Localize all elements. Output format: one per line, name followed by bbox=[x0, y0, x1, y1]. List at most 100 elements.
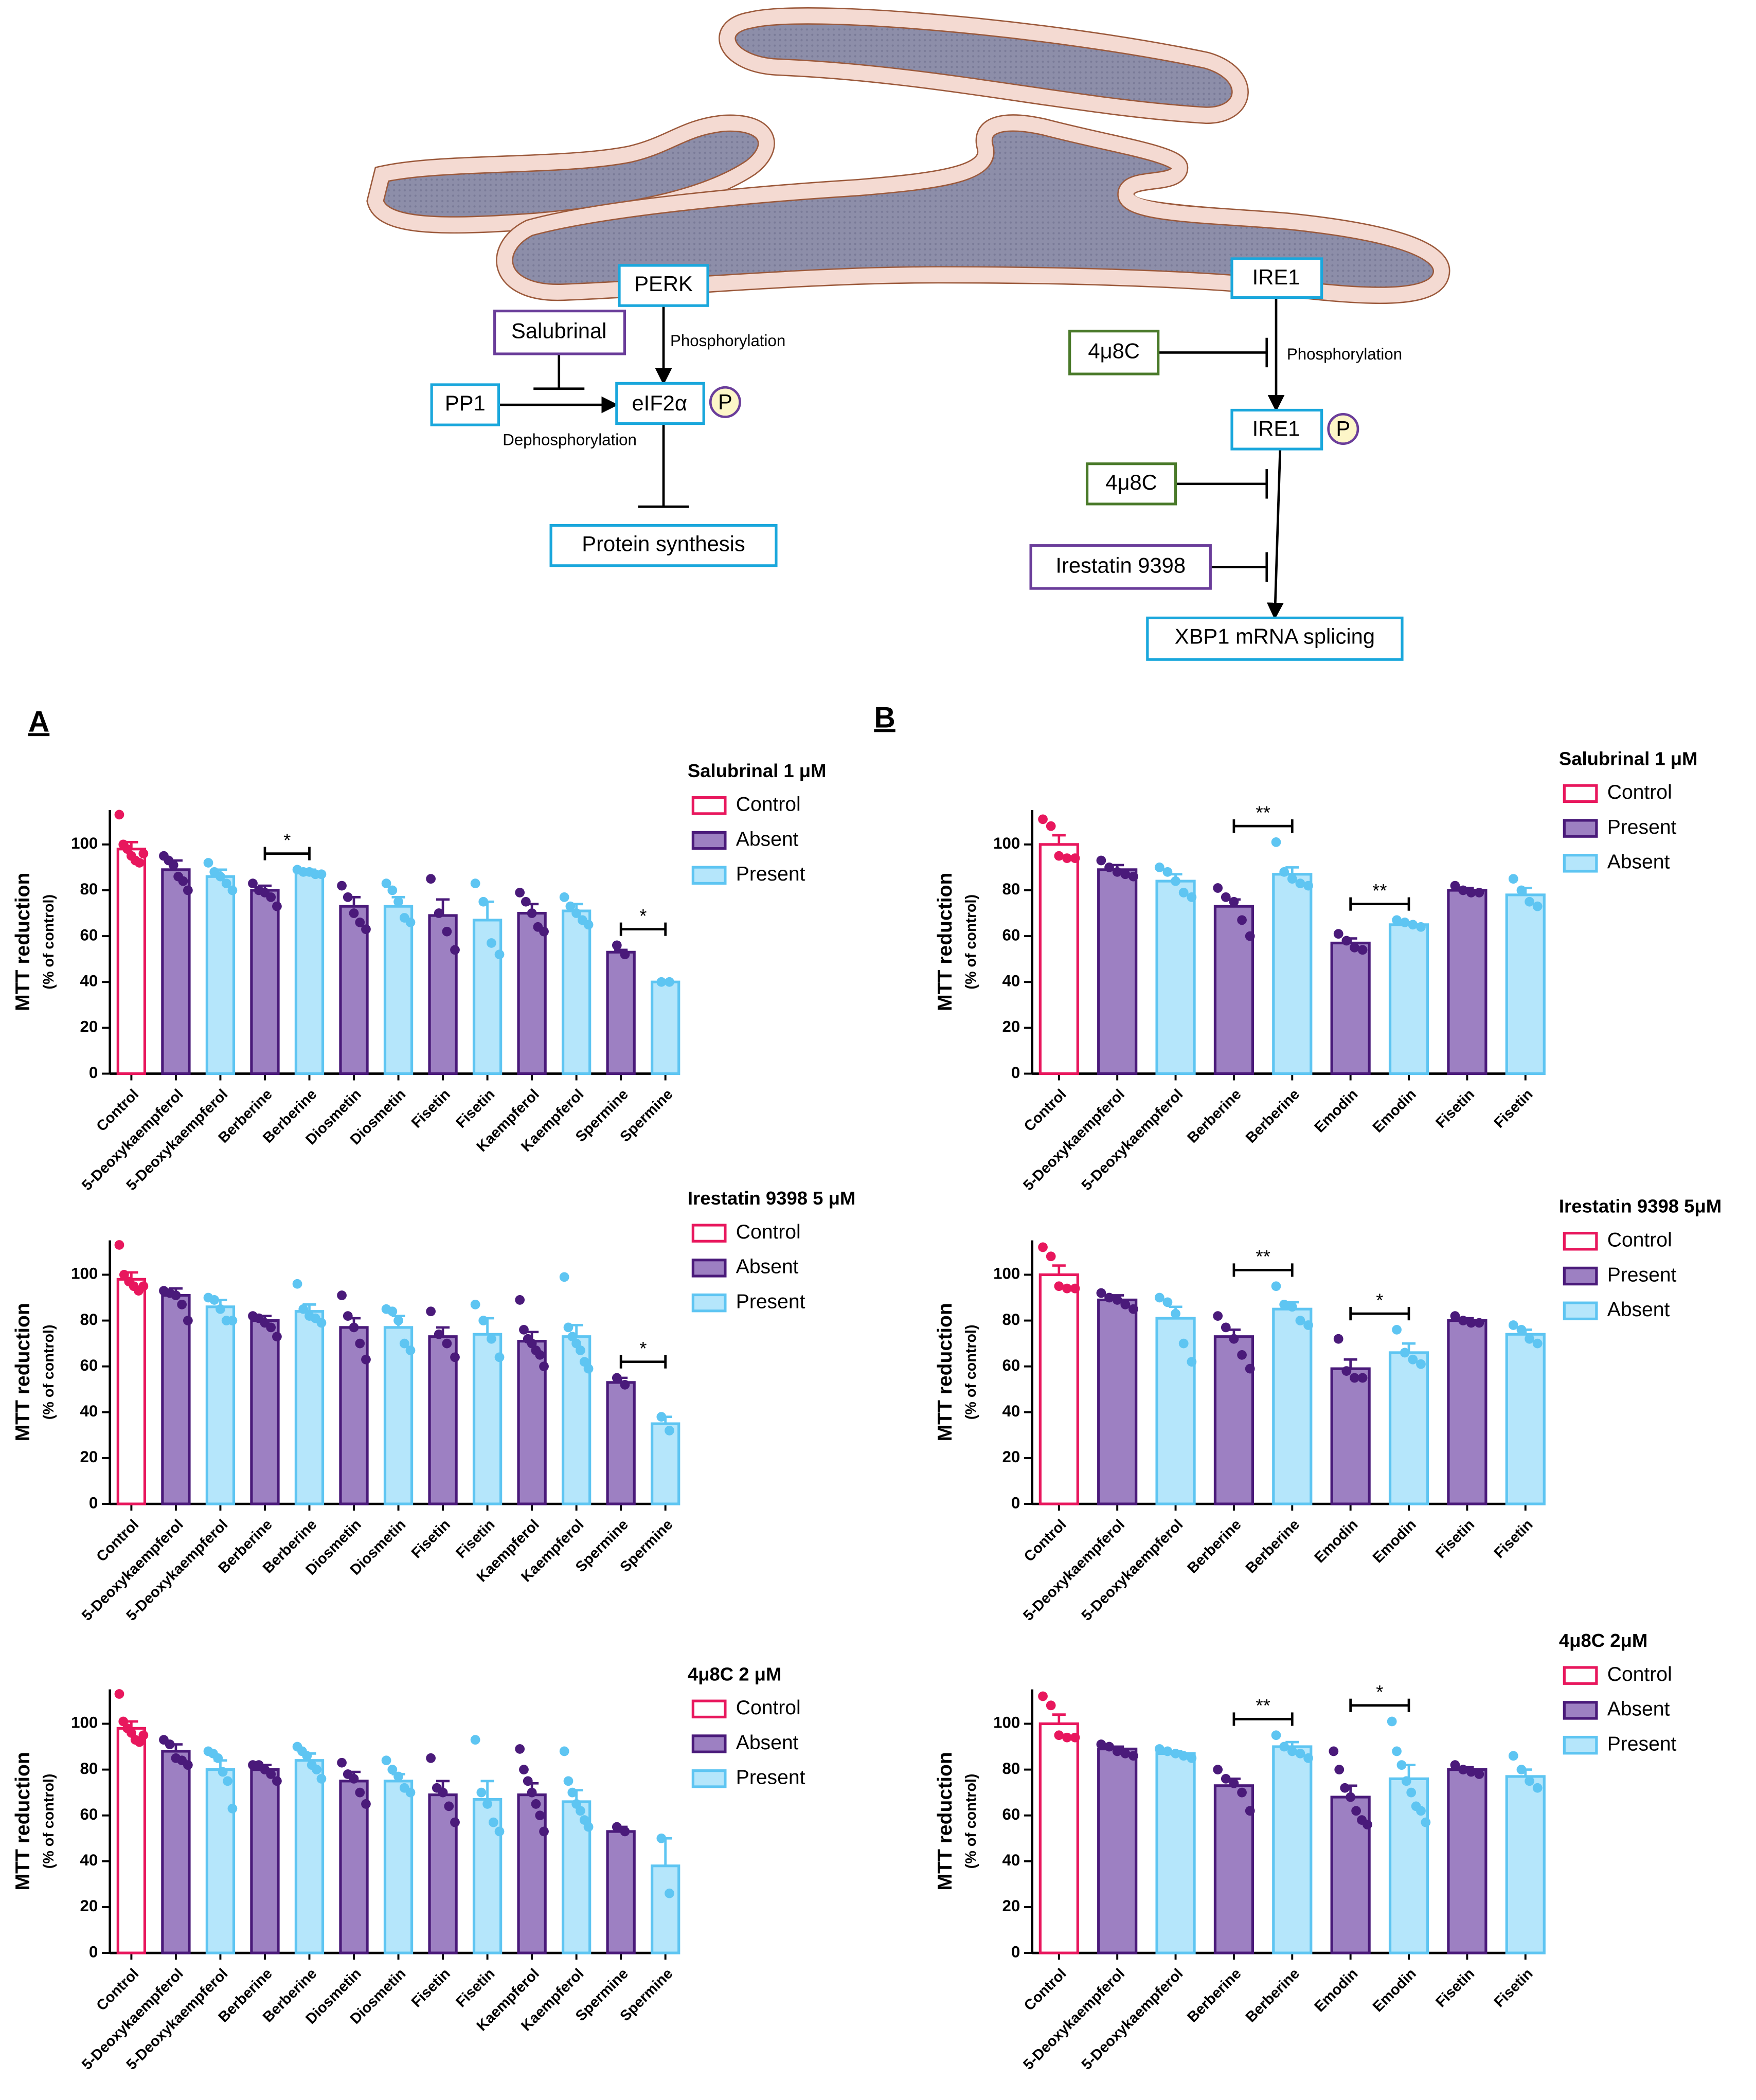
data-point bbox=[316, 1318, 327, 1328]
data-point bbox=[1516, 1324, 1527, 1335]
data-point bbox=[559, 892, 569, 902]
data-point bbox=[1104, 1742, 1114, 1752]
data-point bbox=[521, 896, 531, 907]
bar bbox=[116, 1278, 147, 1505]
data-point bbox=[355, 917, 365, 927]
data-point bbox=[361, 1354, 371, 1365]
y-tick-label: 60 bbox=[80, 1805, 98, 1823]
bar bbox=[1505, 1333, 1546, 1505]
data-point bbox=[1245, 1806, 1255, 1816]
data-point bbox=[1279, 867, 1289, 877]
data-point bbox=[563, 1322, 574, 1333]
bar bbox=[1447, 1768, 1488, 1954]
data-point bbox=[312, 1765, 321, 1774]
data-point bbox=[1406, 1787, 1417, 1798]
legend-label: Present bbox=[1607, 1733, 1677, 1755]
bar bbox=[1388, 1777, 1429, 1954]
node-label: Protein synthesis bbox=[582, 532, 745, 556]
legend-label: Absent bbox=[1607, 1299, 1670, 1321]
x-tick-label: 5-Deoxykaempferol bbox=[1020, 1516, 1128, 1624]
data-point bbox=[1295, 878, 1305, 888]
bar bbox=[339, 1326, 369, 1505]
data-point bbox=[1221, 892, 1231, 902]
data-point bbox=[1237, 915, 1247, 925]
legend-swatch bbox=[691, 866, 727, 885]
data-point bbox=[1271, 837, 1281, 847]
bar bbox=[205, 1305, 236, 1505]
data-point bbox=[470, 1735, 480, 1745]
phospho-mark: P bbox=[1336, 417, 1350, 441]
y-tick-label: 40 bbox=[1002, 972, 1020, 990]
y-axis-label: MTT reduction bbox=[12, 873, 34, 1011]
y-tick-label: 60 bbox=[80, 926, 98, 944]
data-point bbox=[355, 1338, 365, 1349]
bar bbox=[1272, 1745, 1313, 1954]
bar bbox=[1330, 1367, 1371, 1505]
data-point bbox=[1279, 1742, 1289, 1752]
y-tick-label: 60 bbox=[1002, 1805, 1020, 1823]
bar bbox=[383, 1780, 414, 1954]
x-tick-label: Fisetin bbox=[1432, 1086, 1478, 1132]
legend-label: Control bbox=[1607, 781, 1672, 803]
data-point bbox=[302, 1751, 312, 1761]
bar bbox=[472, 1333, 503, 1505]
data-point bbox=[1171, 876, 1180, 886]
data-point bbox=[1401, 1776, 1411, 1786]
data-point bbox=[361, 924, 371, 935]
bar bbox=[1038, 1273, 1079, 1505]
sig-label: ** bbox=[1372, 880, 1387, 901]
data-point bbox=[1096, 1288, 1106, 1298]
x-tick-label: 5-Deoxykaempferol bbox=[1020, 1965, 1128, 2073]
data-point bbox=[494, 949, 505, 960]
data-point bbox=[531, 1799, 541, 1809]
bar bbox=[651, 1864, 680, 1954]
data-point bbox=[583, 920, 594, 930]
node-label: 4μ8C bbox=[1088, 338, 1140, 363]
data-point bbox=[1038, 1242, 1048, 1252]
data-point bbox=[515, 888, 525, 898]
data-point bbox=[266, 1769, 276, 1779]
data-point bbox=[1096, 855, 1106, 866]
data-point bbox=[1171, 1308, 1180, 1319]
data-point bbox=[1295, 1749, 1305, 1758]
bar bbox=[1272, 1307, 1313, 1505]
x-tick-label: Fisetin bbox=[408, 1965, 454, 2011]
data-point bbox=[1333, 929, 1343, 939]
bar bbox=[1097, 1298, 1138, 1505]
data-point bbox=[1392, 915, 1402, 925]
x-tick-label: Berberine bbox=[1184, 1086, 1244, 1146]
data-point bbox=[1070, 853, 1080, 863]
data-point bbox=[450, 1817, 460, 1827]
data-point bbox=[1508, 1751, 1518, 1761]
data-point bbox=[620, 1379, 630, 1390]
data-point bbox=[1271, 1281, 1281, 1291]
y-tick-label: 100 bbox=[993, 1714, 1020, 1732]
data-point bbox=[1508, 1320, 1518, 1330]
data-point bbox=[223, 1776, 232, 1786]
legend-swatch bbox=[1563, 854, 1598, 873]
er-membrane bbox=[366, 7, 1450, 304]
bar bbox=[1272, 873, 1313, 1075]
y-axis-unit: (% of control) bbox=[963, 1324, 979, 1420]
x-tick-label: Fisetin bbox=[1491, 1086, 1536, 1132]
bar bbox=[651, 1422, 680, 1505]
data-point bbox=[478, 1316, 489, 1325]
data-point bbox=[1416, 922, 1426, 932]
legend-label: Absent bbox=[1607, 851, 1670, 873]
data-point bbox=[119, 1270, 129, 1280]
legend-label: Control bbox=[736, 794, 801, 816]
data-point bbox=[1508, 874, 1518, 884]
legend-swatch bbox=[691, 1293, 727, 1313]
data-point bbox=[218, 1767, 228, 1777]
data-point bbox=[539, 926, 549, 937]
x-tick-label: Fisetin bbox=[453, 1965, 498, 2011]
node-label: XBP1 mRNA splicing bbox=[1175, 624, 1375, 649]
node-label: PERK bbox=[634, 272, 693, 296]
sig-label: * bbox=[1376, 1681, 1383, 1702]
legend-swatch bbox=[691, 1259, 727, 1278]
legend-label: Control bbox=[736, 1221, 801, 1243]
data-point bbox=[343, 892, 353, 902]
sig-label: * bbox=[283, 830, 291, 851]
data-point bbox=[138, 849, 149, 859]
data-point bbox=[476, 1787, 487, 1798]
